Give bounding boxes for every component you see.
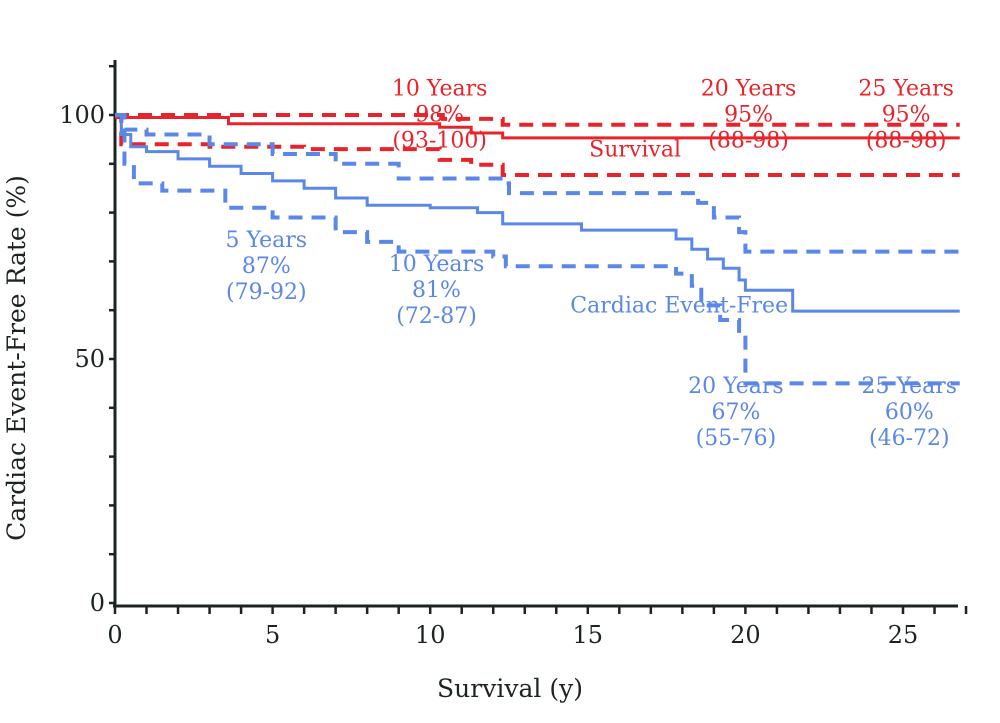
series-lines	[115, 113, 960, 386]
y-tick-label: 50	[74, 345, 105, 373]
x-tick-label: 5	[265, 621, 280, 649]
x-axis-label: Survival (y)	[437, 674, 583, 703]
annotation-ci: (88-98)	[866, 128, 947, 153]
annotation-rate: 98%	[415, 102, 464, 127]
series-event-free	[115, 113, 960, 313]
series-label-survival: Survival	[589, 137, 681, 162]
annotation-rate: 95%	[724, 102, 773, 127]
x-tick-label: 0	[107, 621, 122, 649]
annotation-period: 20 Years	[701, 76, 797, 101]
series-event-free-upper	[115, 113, 960, 254]
x-tick-label: 20	[730, 621, 761, 649]
series-label-event-free: Cardiac Event-Free	[570, 294, 788, 319]
x-tick-label: 10	[415, 621, 446, 649]
annotation-ci: (79-92)	[226, 280, 307, 305]
annotation-ci: (72-87)	[396, 304, 477, 329]
annotation-period: 10 Years	[389, 252, 485, 277]
annotation-period: 5 Years	[226, 228, 308, 253]
annotation-period: 25 Years	[862, 374, 958, 399]
annotation-period: 20 Years	[688, 374, 784, 399]
y-tick-label: 100	[59, 101, 105, 129]
series-event-free-lower	[115, 113, 960, 386]
annotation-ci: (93-100)	[392, 128, 487, 153]
annotation-ci: (46-72)	[869, 426, 950, 451]
annotation-rate: 81%	[412, 278, 461, 303]
series-survival-upper	[115, 113, 960, 127]
axes: 0 5 10 15 20 25 0 50 100	[59, 60, 968, 649]
annotation-period: 25 Years	[858, 76, 954, 101]
y-tick-label: 0	[90, 589, 105, 617]
annotation-rate: 95%	[882, 102, 931, 127]
annotation-ci: (55-76)	[696, 426, 777, 451]
x-tick-label: 25	[888, 621, 919, 649]
series-survival-lower	[115, 113, 960, 178]
x-tick-label: 15	[573, 621, 604, 649]
annotation-rate: 67%	[711, 400, 760, 425]
annotation-period: 10 Years	[392, 76, 488, 101]
annotation-rate: 87%	[242, 254, 291, 279]
y-axis-label: Cardiac Event-Free Rate (%)	[2, 175, 31, 541]
series-survival	[115, 115, 960, 140]
annotation-rate: 60%	[885, 400, 934, 425]
annotation-ci: (88-98)	[708, 128, 789, 153]
